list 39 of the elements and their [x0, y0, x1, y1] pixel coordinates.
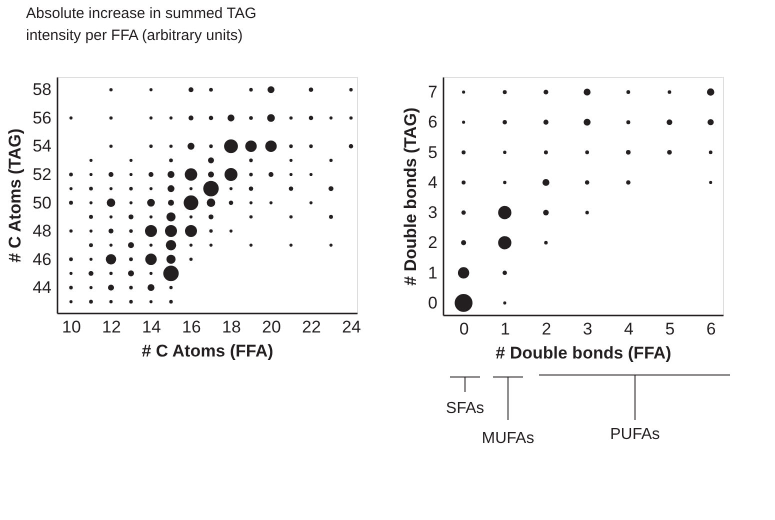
y-tick-label: 4: [428, 172, 438, 192]
x-tick-label: 6: [706, 320, 716, 338]
y-tick-label: 0: [428, 293, 438, 312]
y-tick-label: 6: [428, 112, 438, 132]
y-tick-label: 54: [32, 136, 52, 156]
y-tick-label: 46: [32, 250, 52, 269]
text: SFAs: [446, 400, 484, 417]
x-tick-label: 20: [262, 318, 281, 336]
x-tick-label: 22: [302, 318, 321, 336]
y-tick-label: 52: [32, 165, 52, 184]
y-tick-label: 58: [32, 80, 52, 100]
text: MUFAs: [482, 430, 534, 447]
y-tick-label: 7: [428, 82, 438, 102]
x-tick-label: 3: [582, 320, 592, 338]
y-tick-label: 50: [32, 193, 52, 212]
x-tick-label: 0: [459, 320, 469, 338]
x-tick-label: 12: [102, 318, 121, 336]
x-tick-label: 14: [142, 318, 161, 336]
x-tick-label: 2: [542, 320, 552, 338]
x-tick-label: 4: [624, 320, 634, 338]
y-axis-title: # Double bonds (TAG): [401, 107, 420, 286]
legend-title: Absolute increase in summed TAG intensity per FFA (arbitrary units): [26, 5, 256, 44]
x-tick-label: 24: [342, 318, 361, 336]
x-tick-label: 1: [500, 320, 510, 338]
y-tick-label: 5: [428, 142, 438, 162]
y-tick-label: 44: [32, 278, 52, 298]
text: PUFAs: [610, 426, 660, 443]
x-tick-label: 10: [62, 318, 81, 336]
x-tick-label: 16: [182, 318, 201, 336]
y-tick-label: 48: [32, 222, 52, 241]
y-tick-label: 56: [32, 108, 52, 128]
y-tick-label: 2: [428, 233, 438, 252]
x-tick-label: 18: [222, 318, 241, 336]
x-axis-title: # Double bonds (FFA): [496, 344, 672, 362]
y-axis-title: # C Atoms (TAG): [6, 128, 25, 263]
x-tick-label: 5: [665, 320, 675, 338]
y-tick-label: 1: [428, 263, 438, 282]
x-axis-title: # C Atoms (FFA): [142, 342, 274, 360]
y-tick-label: 3: [428, 203, 438, 222]
